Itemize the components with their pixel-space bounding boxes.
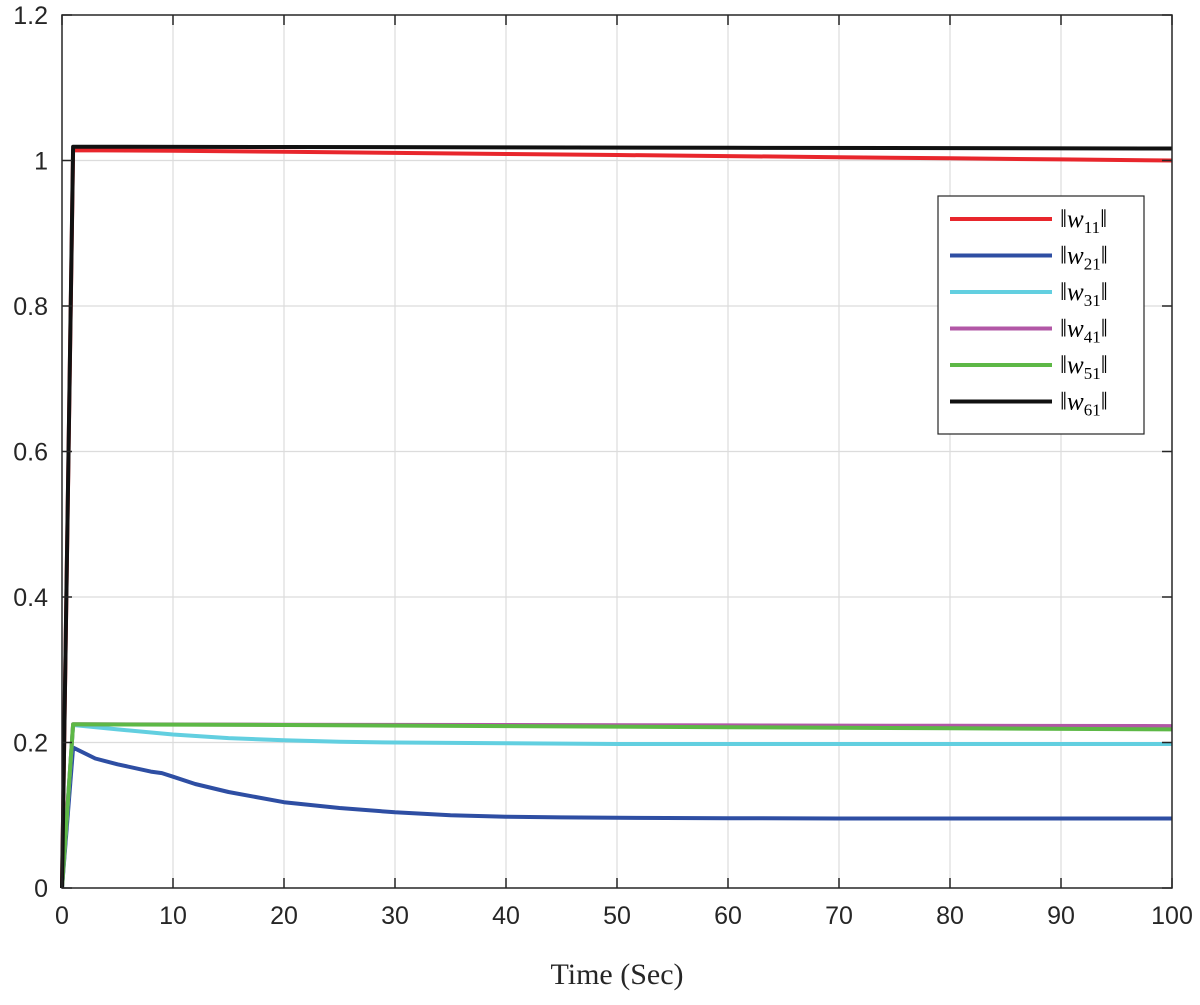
series-line-w31 bbox=[60, 723, 1172, 889]
series-line-w21 bbox=[60, 745, 1172, 889]
legend: ‖w11‖ ‖w21‖ ‖w31‖ ‖w41‖ ‖w51‖ ‖w61‖ bbox=[937, 195, 1145, 435]
x-tick-label: 90 bbox=[1047, 902, 1075, 930]
x-tick-label: 10 bbox=[159, 902, 187, 930]
legend-label-w11: ‖w11‖ bbox=[1060, 206, 1107, 237]
y-tick-label: 0.2 bbox=[13, 730, 48, 758]
series-line-w51 bbox=[60, 722, 1173, 889]
axis-ticks bbox=[61, 14, 1173, 889]
x-tick-label: 40 bbox=[492, 902, 520, 930]
axis-tick-labels: 0 10 20 30 40 50 60 70 80 90 100 0 0.2 0.4 0.6 0.8 1 1.2 bbox=[13, 2, 1193, 930]
legend-label-w21: ‖w21‖ bbox=[1060, 243, 1108, 274]
x-tick-label: 80 bbox=[936, 902, 964, 930]
y-tick-label: 1.2 bbox=[13, 2, 48, 30]
y-tick-label: 1 bbox=[34, 148, 48, 176]
x-tick-label: 70 bbox=[825, 902, 853, 930]
x-tick-label: 30 bbox=[381, 902, 409, 930]
y-tick-label: 0.6 bbox=[13, 439, 48, 467]
legend-label-w51: ‖w51‖ bbox=[1060, 352, 1108, 383]
x-tick-label: 60 bbox=[714, 902, 742, 930]
series-layer bbox=[60, 144, 1173, 889]
legend-label-w41: ‖w41‖ bbox=[1060, 316, 1108, 347]
legend-box bbox=[937, 195, 1145, 435]
y-tick-label: 0.8 bbox=[13, 293, 48, 321]
series-line-w11 bbox=[60, 148, 1173, 889]
series-line-w61 bbox=[60, 144, 1173, 889]
legend-label-w31: ‖w31‖ bbox=[1060, 279, 1108, 310]
x-tick-label: 0 bbox=[55, 902, 69, 930]
x-tick-label: 100 bbox=[1151, 902, 1193, 930]
x-tick-label: 50 bbox=[603, 902, 631, 930]
legend-label-w61: ‖w61‖ bbox=[1060, 389, 1108, 420]
y-tick-label: 0 bbox=[34, 875, 48, 903]
x-tick-label: 20 bbox=[270, 902, 298, 930]
x-axis-label: Time (Sec) bbox=[550, 958, 683, 991]
y-tick-label: 0.4 bbox=[13, 584, 48, 612]
